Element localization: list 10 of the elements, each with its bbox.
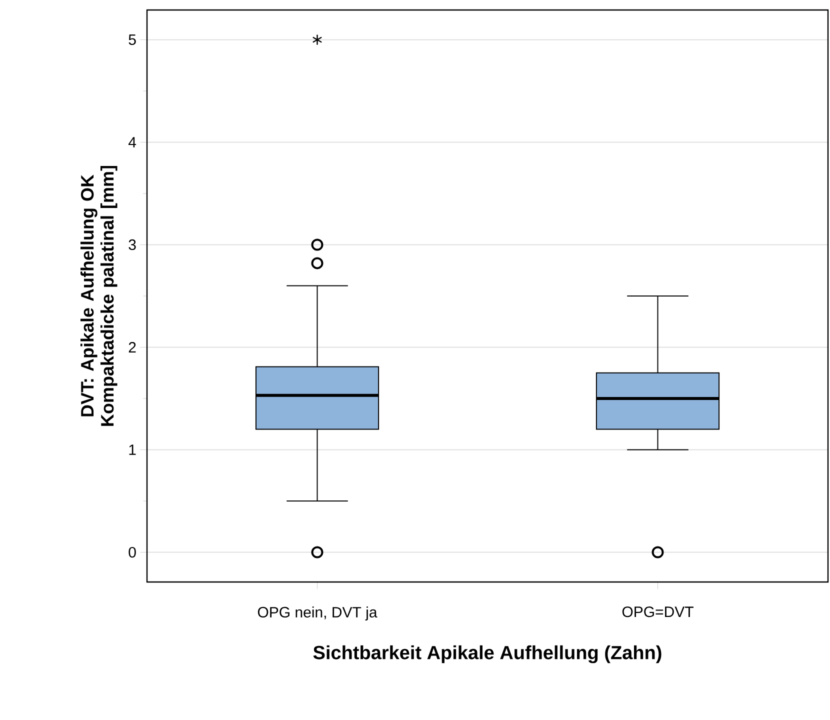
x-tick-label: OPG=DVT xyxy=(622,606,694,618)
x-tick-label: OPG nein, DVT ja xyxy=(258,606,378,620)
y-axis-title: DVT: Apikale Aufhellung OK Kompaktadicke palatinal [mm] xyxy=(80,166,118,426)
y-tick-label: 0 xyxy=(128,546,136,558)
y-tick-label: 4 xyxy=(128,137,136,148)
y-tick-label: 5 xyxy=(128,34,136,45)
y-tick-label: 3 xyxy=(128,239,136,250)
y-tick-label: 1 xyxy=(129,444,136,455)
y-tick-label: 2 xyxy=(128,342,136,352)
x-axis-title: Sichtbarkeit Apikale Aufhellung (Zahn) xyxy=(313,645,662,664)
